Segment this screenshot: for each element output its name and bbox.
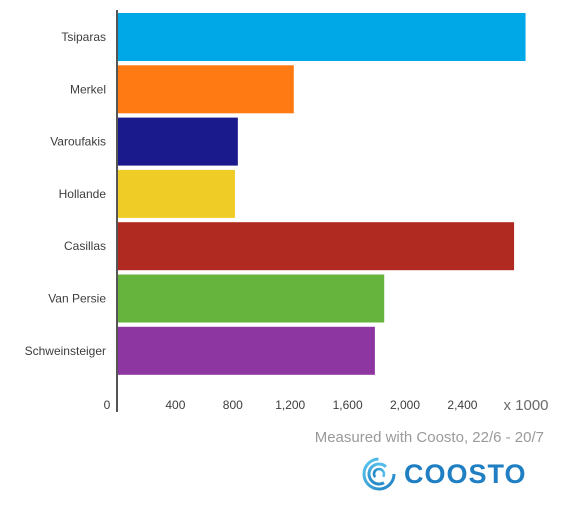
brand-name: COOSTO [404,458,527,489]
bar-merkel [118,65,294,114]
x-tick-label: 800 [223,398,243,412]
category-label: Casillas [64,239,106,253]
category-label: Hollande [59,187,107,201]
x-tick-label: 0 [104,398,111,412]
category-label: Tsiparas [61,30,106,44]
bar-van-persie [118,274,385,323]
bars-group [118,13,526,375]
category-label: Schweinsteiger [25,344,106,358]
category-label: Van Persie [48,292,106,306]
category-label: Merkel [70,82,106,96]
bar-casillas [118,222,515,271]
x-tick-label: 1,200 [275,398,305,412]
coosto-logo-icon [362,457,396,491]
bar-tsiparas [118,13,526,61]
x-tick-labels: 0 400 800 1,200 1,600 2,000 2,400 [104,398,478,412]
x-axis-unit: x 1000 [503,397,548,414]
category-label: Varoufakis [50,135,106,149]
x-tick-label: 1,600 [333,398,363,412]
bar-hollande [118,169,235,218]
x-tick-label: 400 [165,398,185,412]
measurement-caption: Measured with Coosto, 22/6 - 20/7 [314,429,544,446]
x-tick-label: 2,000 [390,398,420,412]
bar-schweinsteiger [118,326,375,375]
x-tick-label: 2,400 [447,398,477,412]
category-labels: Tsiparas Merkel Varoufakis Hollande Casillas… [25,30,107,358]
bar-varoufakis [118,117,238,166]
brand-logo: COOSTO [362,456,527,492]
